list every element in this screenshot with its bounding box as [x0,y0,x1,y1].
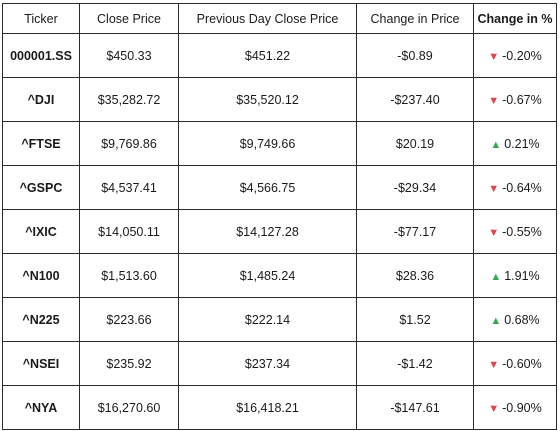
change-in-price-cell: $28.36 [356,253,474,298]
change-in-price-cell: -$0.89 [356,33,474,78]
close-price-cell: $35,282.72 [79,77,179,122]
close-price-cell: $235.92 [79,341,179,386]
table-row: ^N100 $1,513.60 $1,485.24 $28.36 ▲ 1.91% [2,253,557,298]
triangle-down-icon: ▼ [488,94,500,107]
change-percent-cell: ▼ -0.64% [473,165,557,210]
previous-close-price-cell: $35,520.12 [178,77,357,122]
header-change-percent: Change in % [473,3,557,34]
table-body: 000001.SS $450.33 $451.22 -$0.89 ▼ -0.20% ^DJI… [2,33,557,430]
close-price-cell: $1,513.60 [79,253,179,298]
ticker-cell: ^N100 [2,253,80,298]
change-percent-cell: ▼ -0.90% [473,385,557,430]
table-row: ^N225 $223.66 $222.14 $1.52 ▲ 0.68% [2,297,557,342]
change-percent-cell: ▼ -0.60% [473,341,557,386]
previous-close-price-cell: $16,418.21 [178,385,357,430]
table-row: ^NSEI $235.92 $237.34 -$1.42 ▼ -0.60% [2,341,557,386]
header-close-price: Close Price [79,3,179,34]
change-percent-value: 0.21% [504,136,540,151]
triangle-down-icon: ▼ [488,358,500,371]
change-percent-cell: ▼ -0.20% [473,33,557,78]
triangle-down-icon: ▼ [488,402,500,415]
ticker-cell: ^NSEI [2,341,80,386]
table-row: ^GSPC $4,537.41 $4,566.75 -$29.34 ▼ -0.64% [2,165,557,210]
triangle-down-icon: ▼ [488,182,500,195]
header-ticker: Ticker [2,3,80,34]
change-percent-value: -0.64% [502,180,542,195]
header-change-in-price: Change in Price [356,3,474,34]
previous-close-price-cell: $237.34 [178,341,357,386]
triangle-up-icon: ▲ [490,314,502,327]
change-in-price-cell: -$77.17 [356,209,474,254]
ticker-cell: ^IXIC [2,209,80,254]
table-row: ^NYA $16,270.60 $16,418.21 -$147.61 ▼ -0.90% [2,385,557,430]
change-in-price-cell: -$1.42 [356,341,474,386]
change-percent-value: -0.20% [502,48,542,63]
change-percent-cell: ▲ 0.21% [473,121,557,166]
change-percent-cell: ▲ 1.91% [473,253,557,298]
change-in-price-cell: -$237.40 [356,77,474,122]
triangle-up-icon: ▲ [490,270,502,283]
table-row: 000001.SS $450.33 $451.22 -$0.89 ▼ -0.20% [2,33,557,78]
triangle-down-icon: ▼ [488,50,500,63]
change-in-price-cell: $20.19 [356,121,474,166]
header-previous-close-price: Previous Day Close Price [178,3,357,34]
change-percent-value: -0.90% [502,400,542,415]
previous-close-price-cell: $9,749.66 [178,121,357,166]
previous-close-price-cell: $14,127.28 [178,209,357,254]
table-row: ^DJI $35,282.72 $35,520.12 -$237.40 ▼ -0.67% [2,77,557,122]
stock-table-container: Ticker Close Price Previous Day Close Pr… [2,3,557,430]
ticker-cell: 000001.SS [2,33,80,78]
change-percent-cell: ▼ -0.67% [473,77,557,122]
table-row: ^IXIC $14,050.11 $14,127.28 -$77.17 ▼ -0.55% [2,209,557,254]
triangle-up-icon: ▲ [490,138,502,151]
ticker-cell: ^N225 [2,297,80,342]
change-percent-value: -0.55% [502,224,542,239]
change-in-price-cell: -$29.34 [356,165,474,210]
close-price-cell: $16,270.60 [79,385,179,430]
change-in-price-cell: -$147.61 [356,385,474,430]
previous-close-price-cell: $451.22 [178,33,357,78]
table-row: ^FTSE $9,769.86 $9,749.66 $20.19 ▲ 0.21% [2,121,557,166]
ticker-cell: ^FTSE [2,121,80,166]
change-percent-value: -0.67% [502,92,542,107]
change-percent-cell: ▲ 0.68% [473,297,557,342]
change-percent-cell: ▼ -0.55% [473,209,557,254]
ticker-cell: ^DJI [2,77,80,122]
change-in-price-cell: $1.52 [356,297,474,342]
ticker-cell: ^GSPC [2,165,80,210]
change-percent-value: 1.91% [504,268,540,283]
previous-close-price-cell: $222.14 [178,297,357,342]
table-header-row: Ticker Close Price Previous Day Close Pr… [2,3,557,34]
previous-close-price-cell: $1,485.24 [178,253,357,298]
close-price-cell: $4,537.41 [79,165,179,210]
change-percent-value: 0.68% [504,312,540,327]
ticker-cell: ^NYA [2,385,80,430]
close-price-cell: $14,050.11 [79,209,179,254]
previous-close-price-cell: $4,566.75 [178,165,357,210]
close-price-cell: $223.66 [79,297,179,342]
triangle-down-icon: ▼ [488,226,500,239]
close-price-cell: $450.33 [79,33,179,78]
stock-price-table: Ticker Close Price Previous Day Close Pr… [2,3,557,430]
close-price-cell: $9,769.86 [79,121,179,166]
change-percent-value: -0.60% [502,356,542,371]
